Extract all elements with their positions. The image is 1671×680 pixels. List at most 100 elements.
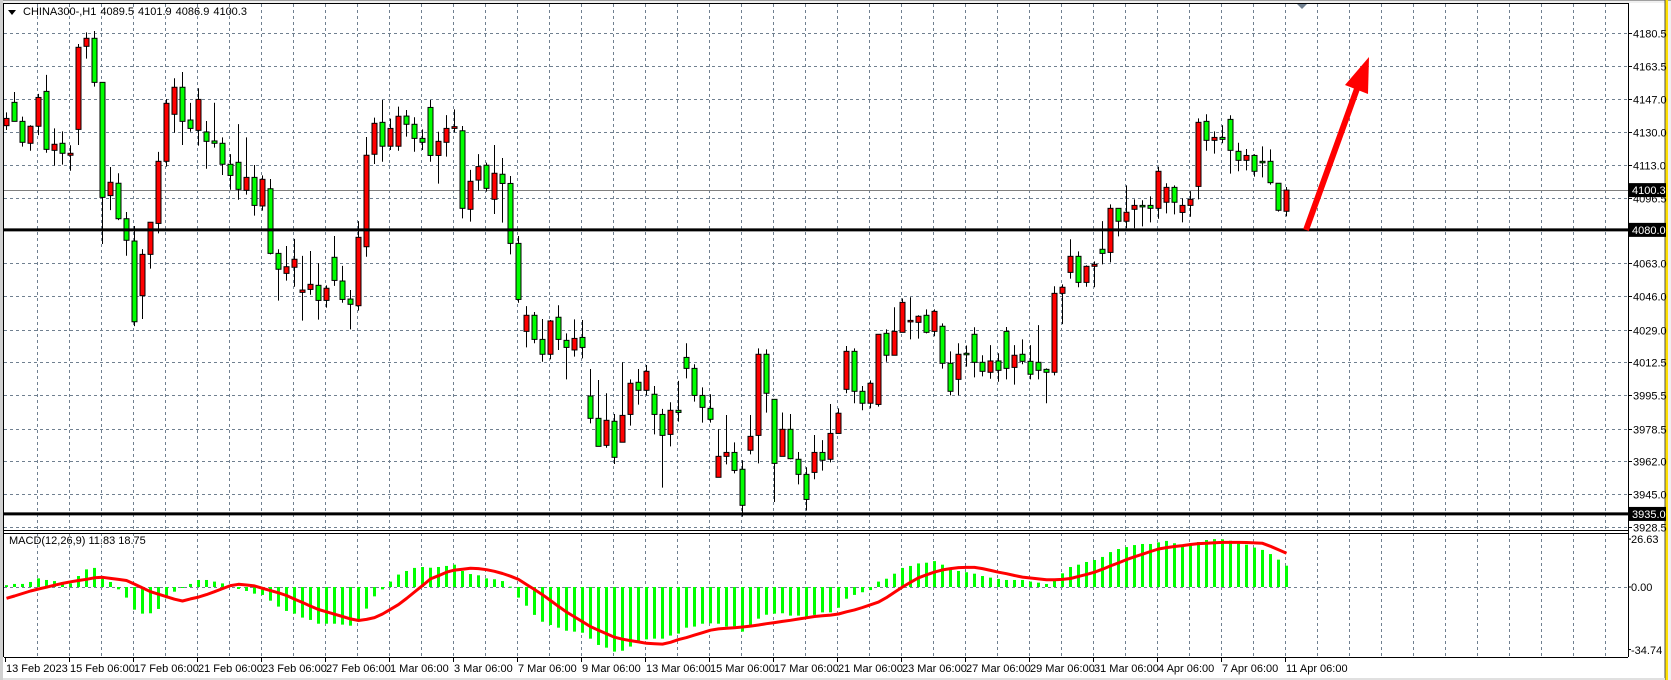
- candle-bearish[interactable]: [483, 164, 490, 189]
- candle-bearish[interactable]: [19, 120, 26, 143]
- candle-bullish[interactable]: [467, 180, 474, 210]
- candle-bullish[interactable]: [355, 236, 362, 307]
- candle-bearish[interactable]: [739, 468, 746, 506]
- candle-bullish[interactable]: [755, 353, 762, 436]
- candle-bearish[interactable]: [227, 163, 234, 176]
- candle-bearish[interactable]: [331, 256, 338, 281]
- candle-bearish[interactable]: [379, 121, 386, 147]
- up-arrow-icon[interactable]: [1345, 57, 1369, 94]
- candle-bearish[interactable]: [563, 339, 570, 348]
- candle-bearish[interactable]: [939, 325, 946, 364]
- candle-bearish[interactable]: [979, 361, 986, 372]
- candle-bullish[interactable]: [667, 409, 674, 435]
- candle-bearish[interactable]: [707, 407, 714, 420]
- candle-bearish[interactable]: [531, 314, 538, 340]
- candle-bullish[interactable]: [907, 319, 914, 323]
- candle-bearish[interactable]: [11, 101, 18, 122]
- candle-bullish[interactable]: [1283, 189, 1290, 212]
- arrow-shaft[interactable]: [1303, 84, 1361, 232]
- candle-bearish[interactable]: [803, 473, 810, 500]
- candle-bullish[interactable]: [827, 432, 834, 460]
- candle-bullish[interactable]: [1051, 292, 1058, 373]
- candle-bearish[interactable]: [499, 173, 506, 184]
- candle-bullish[interactable]: [1123, 211, 1130, 222]
- candle-bullish[interactable]: [1211, 136, 1218, 141]
- candle-bearish[interactable]: [731, 451, 738, 471]
- candle-bullish[interactable]: [547, 320, 554, 355]
- candle-bearish[interactable]: [419, 137, 426, 143]
- candle-bullish[interactable]: [283, 266, 290, 274]
- candle-bearish[interactable]: [315, 284, 322, 301]
- candle-bearish[interactable]: [219, 142, 226, 165]
- candle-bearish[interactable]: [859, 390, 866, 404]
- candle-bullish[interactable]: [715, 455, 722, 478]
- candle-bearish[interactable]: [819, 451, 826, 461]
- candle-bullish[interactable]: [163, 102, 170, 162]
- candle-bullish[interactable]: [3, 117, 10, 127]
- candle-bullish[interactable]: [371, 122, 378, 155]
- candle-bearish[interactable]: [683, 356, 690, 369]
- candle-bearish[interactable]: [1259, 160, 1266, 164]
- candle-bullish[interactable]: [171, 86, 178, 115]
- candle-bullish[interactable]: [107, 181, 114, 197]
- candle-bearish[interactable]: [251, 176, 258, 206]
- chart-shift-marker-icon[interactable]: [1297, 4, 1307, 9]
- candle-bearish[interactable]: [971, 333, 978, 363]
- candle-bearish[interactable]: [947, 362, 954, 392]
- candle-bearish[interactable]: [91, 37, 98, 83]
- candle-bullish[interactable]: [395, 115, 402, 147]
- candle-bearish[interactable]: [963, 352, 970, 356]
- candle-bearish[interactable]: [275, 252, 282, 270]
- candle-bearish[interactable]: [995, 360, 1002, 371]
- candle-bullish[interactable]: [363, 154, 370, 248]
- candle-bearish[interactable]: [1227, 118, 1234, 151]
- candle-bearish[interactable]: [787, 428, 794, 460]
- candle-bearish[interactable]: [595, 417, 602, 447]
- candle-bearish[interactable]: [1027, 360, 1034, 375]
- candle-bearish[interactable]: [1251, 154, 1258, 172]
- candle-bearish[interactable]: [115, 182, 122, 220]
- candle-bullish[interactable]: [867, 382, 874, 404]
- candle-bullish[interactable]: [1067, 255, 1074, 273]
- candle-bullish[interactable]: [723, 451, 730, 457]
- candle-bullish[interactable]: [835, 412, 842, 434]
- candle-bullish[interactable]: [891, 330, 898, 356]
- candle-bearish[interactable]: [179, 86, 186, 122]
- candle-bearish[interactable]: [675, 409, 682, 413]
- candle-bullish[interactable]: [147, 221, 154, 255]
- candle-bearish[interactable]: [1099, 248, 1106, 254]
- candle-bullish[interactable]: [779, 428, 786, 457]
- candle-bullish[interactable]: [987, 360, 994, 373]
- candle-bullish[interactable]: [619, 414, 626, 443]
- candle-bearish[interactable]: [539, 338, 546, 355]
- candle-bearish[interactable]: [339, 280, 346, 300]
- candle-bullish[interactable]: [899, 301, 906, 333]
- candle-bearish[interactable]: [1171, 186, 1178, 203]
- candle-bullish[interactable]: [1083, 265, 1090, 283]
- candle-bullish[interactable]: [155, 160, 162, 224]
- candle-bullish[interactable]: [443, 127, 450, 143]
- candle-bullish[interactable]: [475, 166, 482, 181]
- candle-bearish[interactable]: [131, 240, 138, 323]
- candle-bearish[interactable]: [1003, 330, 1010, 369]
- candle-bearish[interactable]: [699, 394, 706, 408]
- candle-bullish[interactable]: [643, 370, 650, 391]
- candle-bearish[interactable]: [347, 298, 354, 305]
- candle-bullish[interactable]: [291, 258, 298, 268]
- candle-bearish[interactable]: [515, 242, 522, 300]
- candle-bullish[interactable]: [875, 333, 882, 405]
- candle-bullish[interactable]: [955, 353, 962, 380]
- candle-bearish[interactable]: [1035, 361, 1042, 371]
- candle-bearish[interactable]: [587, 395, 594, 419]
- candle-bullish[interactable]: [35, 96, 42, 127]
- candle-bearish[interactable]: [555, 316, 562, 340]
- candle-bearish[interactable]: [59, 142, 66, 154]
- candle-bullish[interactable]: [195, 98, 202, 131]
- candle-bearish[interactable]: [1147, 204, 1154, 209]
- candle-bearish[interactable]: [1267, 160, 1274, 184]
- candle-bearish[interactable]: [427, 106, 434, 156]
- candle-bullish[interactable]: [523, 314, 530, 332]
- candle-bearish[interactable]: [187, 119, 194, 129]
- candle-bullish[interactable]: [1195, 121, 1202, 187]
- candle-bullish[interactable]: [491, 172, 498, 200]
